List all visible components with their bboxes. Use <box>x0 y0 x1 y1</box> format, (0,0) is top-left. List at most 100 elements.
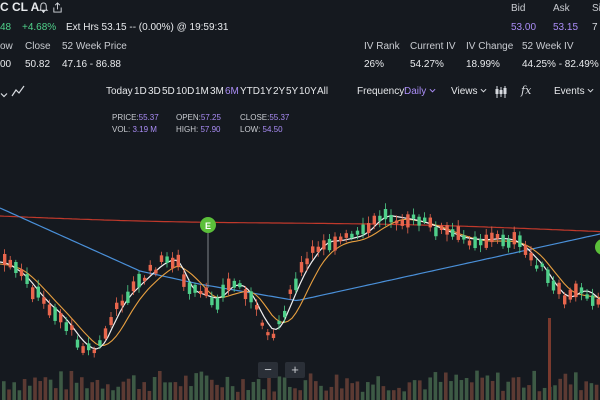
candle <box>406 214 410 228</box>
volume-bar <box>532 370 536 400</box>
candle <box>563 295 567 305</box>
candle <box>204 287 208 297</box>
candle <box>271 333 276 339</box>
candle <box>87 343 91 351</box>
range-all[interactable]: All <box>317 86 329 97</box>
volume-bar <box>392 390 396 400</box>
volume-bar <box>366 382 370 400</box>
range-10y[interactable]: 10Y <box>299 86 317 97</box>
candle <box>103 328 108 339</box>
views-label: Views <box>451 86 478 97</box>
volume-bar <box>204 375 209 400</box>
low-value: 00 <box>0 59 12 70</box>
volume-bar <box>230 386 235 400</box>
candle <box>445 225 449 235</box>
chevron-down-icon <box>480 88 487 93</box>
range-5d[interactable]: 5D <box>162 86 175 97</box>
candle <box>14 261 18 274</box>
volume-bar <box>579 390 583 400</box>
volume-bar <box>496 372 500 400</box>
volume-bar <box>314 381 318 400</box>
volume-bar <box>100 388 105 400</box>
iv-rank-value: 26% <box>364 59 385 70</box>
volume-bar <box>69 370 74 400</box>
volume-bar <box>7 389 11 400</box>
volume-bar <box>189 386 193 400</box>
earnings-event-marker <box>595 239 600 255</box>
volume-bar <box>54 388 58 400</box>
extended-hours: Ext Hrs 53.15 -- (0.00%) @ 19:59:31 <box>66 22 229 33</box>
frequency-select[interactable]: Daily <box>404 86 436 97</box>
candle <box>417 216 421 226</box>
range-6m[interactable]: 6M <box>225 86 239 97</box>
zoom-out-button[interactable]: − <box>258 362 278 378</box>
views-button[interactable]: Views <box>451 86 487 97</box>
candle <box>131 281 136 292</box>
candle <box>529 252 533 261</box>
events-button[interactable]: Events <box>554 86 594 97</box>
volume-bar <box>542 387 547 400</box>
week52-iv-label: 52 Week IV <box>522 41 574 52</box>
range-today[interactable]: Today <box>106 86 133 97</box>
volume-bar <box>80 377 84 400</box>
chevron-down-icon[interactable] <box>0 86 8 104</box>
candle <box>473 236 477 249</box>
volume-bar <box>158 370 162 400</box>
volume-bar <box>464 378 469 400</box>
candle <box>311 246 315 253</box>
candle <box>490 232 494 243</box>
candle <box>355 230 360 235</box>
zoom-in-button[interactable]: + <box>285 362 305 378</box>
candle <box>333 236 337 251</box>
draw-line-icon[interactable] <box>11 84 25 102</box>
volume-bar <box>459 380 464 400</box>
price-chart[interactable]: E <box>0 140 600 400</box>
chevron-down-icon <box>429 88 436 93</box>
bell-icon[interactable] <box>38 0 49 18</box>
candle <box>120 300 124 306</box>
candlestick-icon[interactable] <box>494 85 508 103</box>
volume-bar <box>22 379 27 400</box>
volume-bar <box>142 382 146 400</box>
ask-value: 53.15 <box>553 22 579 33</box>
volume-bar <box>241 379 245 400</box>
candle <box>288 289 292 294</box>
range-5y[interactable]: 5Y <box>286 86 299 97</box>
candle <box>266 332 270 336</box>
volume-bar <box>454 374 458 400</box>
close-value: 50.82 <box>25 59 51 70</box>
range-ytd[interactable]: YTD <box>240 86 260 97</box>
volume-bar <box>28 385 32 400</box>
volume-bar <box>589 383 594 400</box>
candle <box>383 208 388 220</box>
share-icon[interactable] <box>52 0 63 18</box>
ohlc-open-value: 57.25 <box>200 113 221 122</box>
volume-bar <box>386 390 391 400</box>
symbol-name: C CL A <box>0 0 40 14</box>
volume-bar <box>288 386 292 400</box>
volume-bar <box>137 389 141 400</box>
candle <box>535 265 539 269</box>
ohlc-close: CLOSE:55.37 <box>240 113 290 122</box>
range-1y[interactable]: 1Y <box>260 86 273 97</box>
candle <box>238 283 242 288</box>
range-3m[interactable]: 3M <box>210 86 224 97</box>
range-2y[interactable]: 2Y <box>273 86 286 97</box>
range-1d[interactable]: 1D <box>134 86 147 97</box>
candle <box>579 287 584 294</box>
volume-bar <box>111 390 115 400</box>
earnings-event-marker <box>200 217 216 233</box>
candle <box>75 339 80 348</box>
volume-bar <box>272 391 276 400</box>
volume-bar <box>527 385 531 400</box>
range-10d[interactable]: 10D <box>176 86 195 97</box>
candle <box>36 286 40 298</box>
volume-bar <box>293 388 297 400</box>
candle <box>546 269 550 283</box>
volume-bar <box>418 380 422 400</box>
ohlc-volume-value: 3.19 M <box>132 125 157 134</box>
range-1m[interactable]: 1M <box>195 86 209 97</box>
range-3d[interactable]: 3D <box>148 86 161 97</box>
fx-icon[interactable]: 𝑓x <box>521 84 532 97</box>
candle <box>495 233 500 239</box>
